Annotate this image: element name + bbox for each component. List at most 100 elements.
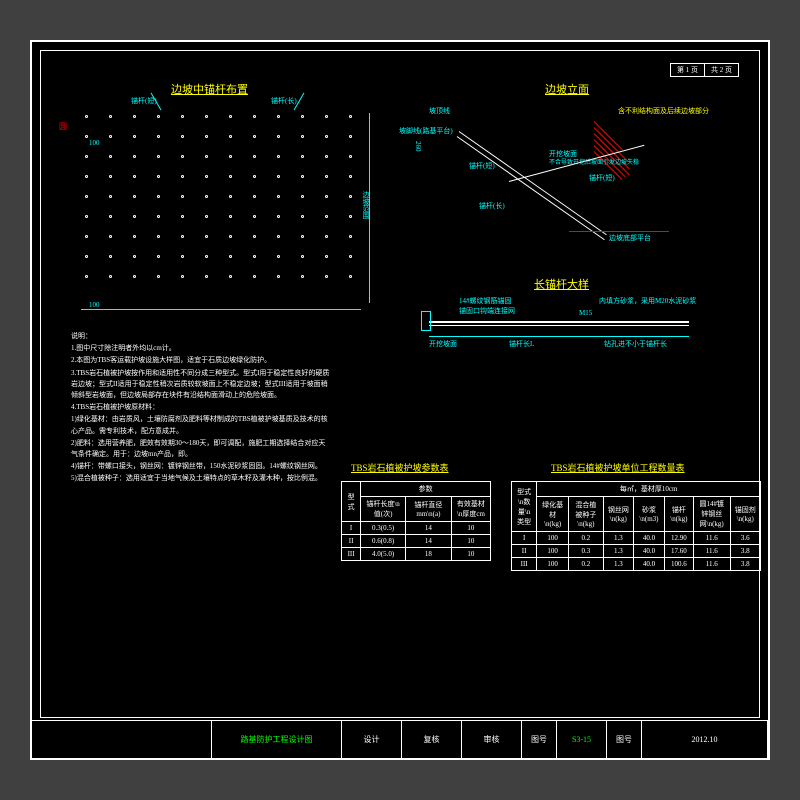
- label-hook: 锚固口钩端连接网: [459, 306, 515, 316]
- anchor-dot: [277, 195, 280, 198]
- dim-bottom: [81, 309, 361, 310]
- anchor-dot: [85, 215, 88, 218]
- anchor-dot: [205, 175, 208, 178]
- anchor-dot: [133, 115, 136, 118]
- anchor-dot: [205, 215, 208, 218]
- label-rebar: 14#螺纹钢筋锚固: [459, 296, 512, 306]
- anchor-dot: [109, 135, 112, 138]
- anchor-dot: [205, 235, 208, 238]
- anchor-dot: [349, 255, 352, 258]
- anchor-dot: [133, 155, 136, 158]
- anchor-dot: [253, 215, 256, 218]
- anchor-dot: [109, 215, 112, 218]
- anchor-dot: [325, 215, 328, 218]
- anchor-dot: [85, 235, 88, 238]
- anchor-dot: [85, 255, 88, 258]
- anchor-dot: [133, 235, 136, 238]
- anchor-dot: [205, 255, 208, 258]
- parameter-table: 型式 参数 锚杆长度\n值(次) 锚杆直径mm\n(a) 有效基材\n厚度cm …: [341, 481, 491, 561]
- anchor-dot: [133, 195, 136, 198]
- anchor-dot: [277, 175, 280, 178]
- t2-h3: 钢丝网\n(kg): [603, 497, 633, 532]
- anchor-dot: [229, 135, 232, 138]
- anchor-dot: [157, 175, 160, 178]
- title-elevation: 边坡立面: [545, 81, 589, 97]
- note-1: 1.图中尺寸除注明者外均以cm计。: [71, 343, 331, 354]
- anchor-dot: [277, 135, 280, 138]
- label-hatch-note: 含不利结构面及后续边坡部分: [618, 106, 709, 116]
- anchor-dot: [181, 235, 184, 238]
- tb-review: 审核: [462, 721, 522, 758]
- tb-project: 路基防护工程设计图: [212, 721, 342, 758]
- anchor-grid: // Generated below: [81, 111, 361, 291]
- table-row: I1000.21.340.012.9011.63.6: [512, 532, 761, 545]
- anchor-dot: [349, 135, 352, 138]
- anchor-dot: [277, 255, 280, 258]
- table-row: II0.6(0.8)1410: [342, 535, 491, 548]
- table-row: II1000.31.340.017.6011.63.8: [512, 545, 761, 558]
- note-2: 2.本图为TBS客运载护坡设施大样图，适宜于石质边坡绿化防护。: [71, 355, 331, 366]
- t2-h0: 型式\n数量\n类型: [512, 482, 537, 532]
- anchor-dot: [253, 155, 256, 158]
- anchor-dot: [181, 275, 184, 278]
- anchor-dot: [181, 155, 184, 158]
- anchor-dot: [325, 175, 328, 178]
- table-row: III1000.21.340.0100.611.63.8: [512, 558, 761, 571]
- t2-h1: 绿化基材\n(kg): [537, 497, 569, 532]
- label-slope-top: 坡顶线: [429, 106, 450, 116]
- anchor-dot: [133, 135, 136, 138]
- label-len: 锚杆长L: [509, 339, 534, 349]
- table2-title: TBS岩石植被护坡单位工程数量表: [551, 461, 685, 474]
- t2-h4: 砂浆\n(m3): [634, 497, 665, 532]
- anchor-dot: [277, 115, 280, 118]
- tb-design: 设计: [342, 721, 402, 758]
- anchor-dot: [325, 115, 328, 118]
- anchor-dot: [349, 215, 352, 218]
- anchor-dot: [301, 175, 304, 178]
- label-bore: 钻孔进不小于锚杆长: [604, 339, 667, 349]
- anchor-dot: [109, 275, 112, 278]
- anchor-dot: [253, 195, 256, 198]
- anchor-dot: [325, 195, 328, 198]
- anchor-dot: [277, 155, 280, 158]
- note-3: 3.TBS岩石植被护坡按作用和适用性不同分成三种型式。型式I用于稳定性良好的硬质…: [71, 368, 331, 402]
- anchor-dot: [109, 175, 112, 178]
- anchor-dot: [277, 215, 280, 218]
- dim-right: [369, 113, 370, 303]
- anchor-dot: [157, 255, 160, 258]
- hook-end: [421, 311, 431, 331]
- anchor-dot: [349, 155, 352, 158]
- anchor-dot: [349, 115, 352, 118]
- label-mortar2: 内填方砂浆，采用M20水泥砂浆: [599, 296, 696, 306]
- anchor-dot: [133, 175, 136, 178]
- t2-h6: 圆14#镀锌钢丝网\n(kg): [693, 497, 730, 532]
- page-current: 第 1 页: [671, 64, 705, 77]
- label-100a: 100: [89, 139, 100, 147]
- anchor-bar2: [429, 325, 689, 326]
- anchor-dot: [109, 255, 112, 258]
- anchor-dot: [229, 155, 232, 158]
- label-260: 260: [414, 141, 422, 152]
- anchor-dot: [349, 175, 352, 178]
- anchor-dot: [253, 255, 256, 258]
- anchor-dot: [349, 195, 352, 198]
- anchor-dot: [229, 195, 232, 198]
- t2-h2: 混合植被种子\n(kg): [569, 497, 604, 532]
- anchor-dot: [157, 115, 160, 118]
- t2-h5: 锚杆\n(kg): [664, 497, 693, 532]
- anchor-dot: [205, 135, 208, 138]
- anchor-dot: [133, 255, 136, 258]
- anchor-dot: [301, 275, 304, 278]
- anchor-dot: [205, 275, 208, 278]
- anchor-dot: [229, 115, 232, 118]
- anchor-dot: [349, 235, 352, 238]
- table-row: I0.3(0.5)1410: [342, 522, 491, 535]
- anchor-dot: [157, 135, 160, 138]
- tb-dno-label: 图号: [522, 721, 557, 758]
- anchor-dot: [157, 235, 160, 238]
- anchor-dot: [133, 215, 136, 218]
- title-detail: 长锚杆大样: [534, 276, 589, 292]
- note-4-1: 1)绿化基材：由岩质风，土壤防腐剂及肥料等材制成的TBS植被护坡基质及技术的核心…: [71, 414, 331, 436]
- anchor-dot: [325, 235, 328, 238]
- anchor-dot: [253, 135, 256, 138]
